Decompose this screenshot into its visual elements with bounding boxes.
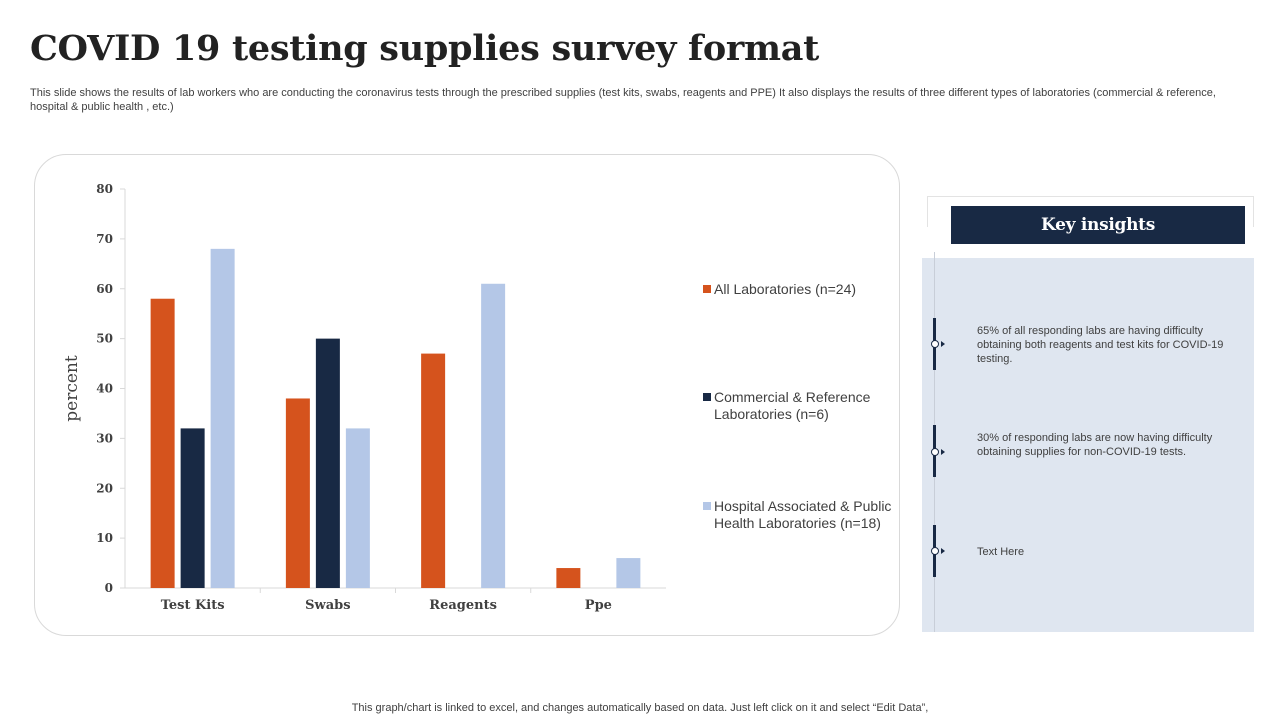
bar-1-1 [315, 338, 340, 588]
insights-frame [927, 196, 1254, 227]
timeline-dot-2 [931, 448, 939, 456]
timeline-arrow-1-icon [941, 341, 945, 347]
bar-3-0 [556, 568, 581, 588]
bar-0-0 [150, 298, 175, 588]
timeline-dot-3 [931, 547, 939, 555]
page-title: COVID 19 testing supplies survey format [30, 28, 819, 69]
y-tick-label: 0 [105, 581, 113, 595]
legend-label-commercial-labs: Commercial & Reference Laboratories (n=6… [714, 389, 871, 422]
bar-3-2 [616, 558, 641, 588]
insight-item-2: 30% of responding labs are now having di… [977, 432, 1213, 458]
timeline-arrow-3-icon [941, 548, 945, 554]
timeline-arrow-2-icon [941, 449, 945, 455]
y-tick-label: 70 [96, 232, 113, 246]
bar-1-0 [285, 398, 310, 588]
legend-swatch-all-labs [703, 285, 711, 293]
y-axis-title: percent [62, 355, 82, 422]
footer-note: This graph/chart is linked to excel, and… [351, 702, 929, 714]
bar-0-2 [210, 248, 235, 588]
legend-item-commercial-labs: Commercial & Reference Laboratories (n=6… [703, 389, 904, 423]
y-tick-label: 60 [96, 282, 113, 296]
x-tick-label: Reagents [429, 598, 497, 613]
insight-item-1: 65% of all responding labs are having di… [977, 325, 1224, 365]
bar-2-2 [481, 283, 506, 588]
legend-swatch-hospital-labs [703, 502, 711, 510]
legend-item-all-labs: All Laboratories (n=24) [703, 281, 904, 298]
x-tick-label: Swabs [305, 598, 350, 613]
y-tick-label: 80 [96, 182, 113, 196]
page-subtitle: This slide shows the results of lab work… [30, 87, 1216, 113]
bar-chart[interactable]: 0 10 20 30 40 50 60 70 80 percent Test Kits Swabs Re… [35, 155, 899, 635]
bar-1-2 [345, 428, 370, 588]
insights-panel [922, 258, 1254, 632]
legend-label-all-labs: All Laboratories (n=24) [714, 281, 857, 297]
y-tick-label: 10 [96, 531, 113, 545]
bar-2-0 [421, 353, 446, 588]
legend-label-hospital-labs: Hospital Associated & Public Health Labo… [714, 498, 892, 531]
x-tick-label: Test Kits [161, 598, 225, 613]
y-tick-label: 30 [96, 431, 113, 445]
bar-0-1 [180, 428, 205, 588]
legend-item-hospital-labs: Hospital Associated & Public Health Labo… [703, 498, 904, 532]
insight-item-3: Text Here [977, 546, 1025, 558]
timeline-dot-1 [931, 340, 939, 348]
insights-header: Key insights [951, 206, 1245, 244]
y-tick-label: 50 [96, 332, 113, 346]
chart-card[interactable]: 0 10 20 30 40 50 60 70 80 percent Test Kits Swabs Re… [34, 154, 900, 636]
legend-swatch-commercial-labs [703, 393, 711, 401]
y-tick-label: 40 [96, 382, 113, 396]
y-tick-label: 20 [96, 481, 113, 495]
x-tick-label: Ppe [585, 598, 612, 613]
